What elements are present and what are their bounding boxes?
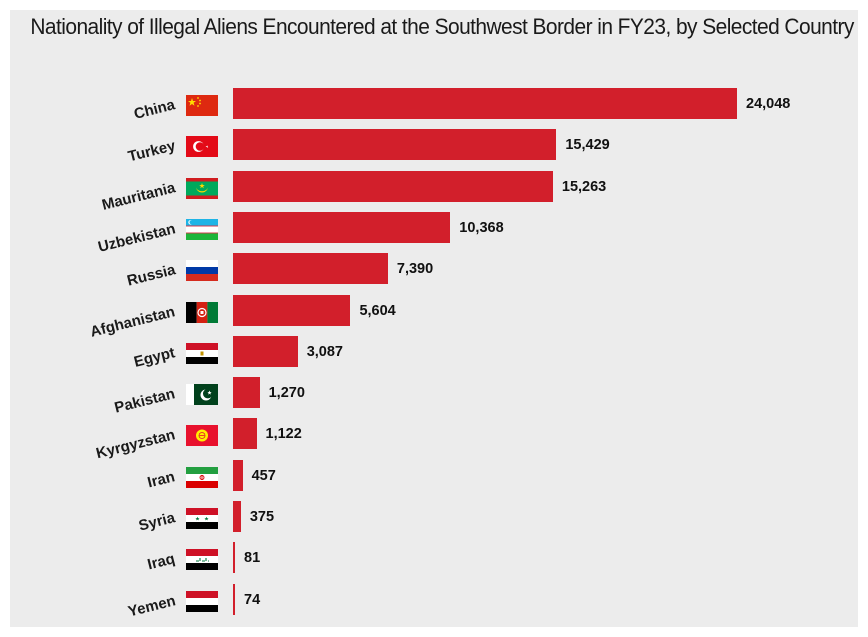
value-label: 81 (244, 550, 261, 567)
category-label: Iraq (146, 550, 178, 574)
bar-egypt (233, 335, 298, 367)
bar-row-pakistan: Pakistan 1,270 (0, 377, 868, 417)
value-label: 15,429 (565, 137, 610, 154)
bar-iraq (233, 542, 235, 574)
bar-kyrgyzstan (233, 418, 257, 450)
bar-turkey (233, 129, 557, 161)
bar-row-russia: Russia 7,390 (0, 253, 868, 290)
value-label: 375 (249, 509, 275, 525)
yemen-flag-icon (186, 590, 218, 612)
value-label: 3,087 (306, 343, 343, 360)
value-label: 15,263 (561, 178, 607, 195)
bar-row-egypt: Egypt 3,087 (0, 335, 868, 371)
uzbekistan-flag-icon (186, 218, 218, 240)
value-label: 457 (251, 467, 276, 484)
value-label: 74 (244, 591, 261, 608)
value-label: 7,390 (396, 261, 434, 278)
mauritania-flag-icon (186, 177, 218, 199)
bar-row-iran: Iran 457 (0, 459, 868, 492)
bar-syria (233, 501, 241, 532)
bar-row-kyrgyzstan: Kyrgyzstan 1,122 (0, 418, 868, 463)
category-label: Egypt (132, 344, 178, 371)
bar-row-turkey: Turkey 15,429 (0, 129, 868, 166)
bar-row-syria: Syria 375 (0, 501, 868, 535)
category-label: Syria (137, 509, 178, 535)
bar-mauritania (233, 170, 553, 202)
russia-flag-icon (186, 260, 218, 282)
bar-row-afghanistan: Afghanistan 5,604 (0, 294, 868, 340)
egypt-flag-icon (186, 342, 218, 364)
value-label: 1,270 (268, 385, 305, 402)
bar-russia (233, 253, 388, 285)
syria-flag-icon (186, 508, 218, 529)
value-label: 24,048 (746, 96, 791, 112)
bar-row-mauritania: Mauritania 15,263 (0, 170, 868, 213)
bar-yemen (233, 583, 235, 615)
bar-row-iraq: Iraq 81 (0, 542, 868, 574)
bar-china (233, 88, 737, 119)
turkey-flag-icon (186, 136, 218, 158)
iran-flag-icon (186, 466, 218, 488)
category-label: China (132, 96, 178, 123)
bar-row-china: China 24,048 (0, 88, 868, 123)
china-flag-icon (186, 95, 218, 116)
pakistan-flag-icon (186, 384, 218, 406)
value-label: 10,368 (459, 219, 504, 236)
bar-iran (233, 459, 243, 491)
bar-row-yemen: Yemen 74 (0, 583, 868, 620)
iraq-flag-icon (186, 549, 218, 571)
bar-uzbekistan (233, 211, 451, 243)
value-label: 1,122 (265, 426, 302, 443)
bar-row-uzbekistan: Uzbekistan 10,368 (0, 211, 868, 256)
bar-afghanistan (233, 294, 351, 326)
bar-pakistan (233, 377, 260, 409)
chart-title: Nationality of Illegal Aliens Encountere… (30, 14, 854, 39)
afghanistan-flag-icon (186, 301, 218, 323)
kyrgyzstan-flag-icon (186, 425, 218, 447)
value-label: 5,604 (359, 302, 396, 319)
category-label: Iran (146, 467, 178, 492)
